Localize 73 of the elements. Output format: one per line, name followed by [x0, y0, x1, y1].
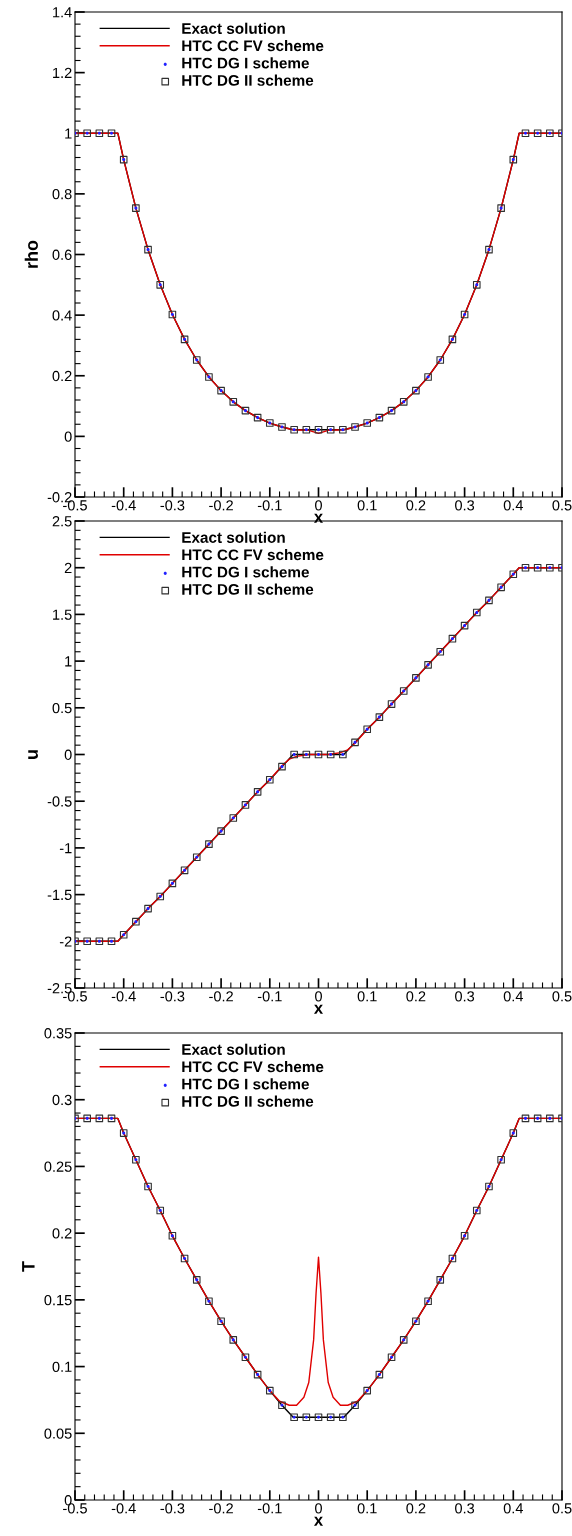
y-tick-label: 0.15: [44, 1294, 72, 1306]
y-tick-label: 1: [65, 656, 72, 667]
x-tick-label: -0.2: [209, 500, 233, 511]
x-tick-label: -0.1: [257, 500, 282, 511]
y-tick-label: -2: [59, 936, 72, 947]
x-tick-label: 0.5: [552, 991, 572, 1002]
y-tick-label: 0.4: [52, 310, 72, 321]
x-tick-label: -0.4: [111, 500, 136, 511]
y-tick-label: 0.6: [52, 249, 72, 260]
x-tick-label: 0.5: [552, 1503, 572, 1514]
y-tick-label: -1: [59, 843, 72, 854]
y-tick-label: 0.25: [44, 1161, 72, 1172]
x-axis-title: x: [313, 1516, 324, 1526]
legend-label: HTC CC FV scheme: [182, 39, 324, 52]
x-tick-label: -0.1: [257, 991, 282, 1002]
x-tick-label: 0.3: [455, 500, 475, 511]
y-tick-label: 0.2: [52, 1228, 72, 1239]
x-tick-label: 0.1: [357, 991, 377, 1002]
x-tick-label: -0.1: [257, 1503, 282, 1514]
y-axis-title: T: [22, 1261, 35, 1272]
x-tick-label: -0.3: [160, 991, 185, 1002]
x-tick-label: -0.4: [111, 1503, 136, 1514]
x-tick-label: -0.3: [160, 1503, 185, 1514]
y-tick-label: 1.5: [53, 609, 72, 620]
y-tick-label: -1.5: [47, 889, 72, 901]
y-tick-label: 0.35: [44, 1028, 72, 1039]
legend-label: Exact solution: [182, 22, 285, 34]
x-axis-title: x: [313, 1004, 324, 1014]
legend-label: HTC CC FV scheme: [182, 548, 324, 561]
legend-label: HTC DG I scheme: [182, 1078, 309, 1090]
y-axis-title: rho: [24, 240, 38, 268]
y-tick-label: 0.1: [52, 1361, 72, 1372]
x-tick-label: 0.5: [552, 500, 572, 511]
legend-label: HTC CC FV scheme: [182, 1060, 324, 1073]
x-tick-label: 0.4: [503, 1503, 524, 1514]
legend-label: HTC DG II scheme: [182, 583, 314, 595]
y-tick-label: 0.5: [52, 702, 72, 714]
x-tick-label: 0.2: [406, 1503, 426, 1514]
y-axis-title: u: [28, 750, 38, 759]
x-tick-label: 0.1: [357, 1503, 377, 1514]
y-tick-label: 2: [64, 562, 72, 573]
legend-label: HTC DG II scheme: [182, 1095, 314, 1107]
x-tick-label: 0: [315, 991, 322, 1002]
y-tick-label: 1: [65, 128, 72, 139]
legend-label: HTC DG I scheme: [182, 57, 309, 69]
y-tick-label: 1.4: [53, 7, 72, 18]
legend-label: Exact solution: [182, 531, 285, 543]
x-tick-label: 0.4: [503, 991, 524, 1002]
x-tick-label: -0.3: [160, 500, 185, 511]
x-tick-label: 0.4: [503, 500, 524, 511]
x-tick-label: -0.2: [209, 991, 233, 1002]
y-tick-label: -0.5: [47, 796, 72, 807]
x-tick-label: 0.1: [357, 500, 377, 511]
x-tick-label: -0.4: [111, 991, 136, 1002]
x-tick-label: 0: [315, 1503, 322, 1514]
x-axis-title: x: [313, 513, 324, 523]
y-tick-label: 0.05: [44, 1428, 72, 1439]
x-tick-label: -0.2: [209, 1503, 233, 1514]
y-tick-label: 0.8: [52, 188, 72, 200]
y-tick-label: 2.5: [52, 516, 72, 527]
y-tick-label: 1.2: [53, 67, 72, 78]
x-tick-label: 0: [315, 500, 322, 511]
x-tick-label: 0.3: [455, 1503, 475, 1514]
y-tick-label: 0: [64, 431, 72, 442]
x-tick-label: 0.2: [406, 500, 426, 511]
y-tick-label: 0.2: [52, 370, 72, 382]
x-tick-label: 0.3: [455, 991, 475, 1002]
y-tick-label: 0.3: [52, 1094, 72, 1106]
y-tick-label: 0: [64, 749, 72, 760]
x-tick-label: 0.2: [406, 991, 426, 1002]
legend-label: HTC DG I scheme: [182, 566, 309, 578]
legend-label: HTC DG II scheme: [182, 74, 314, 86]
legend-label: Exact solution: [182, 1043, 285, 1055]
